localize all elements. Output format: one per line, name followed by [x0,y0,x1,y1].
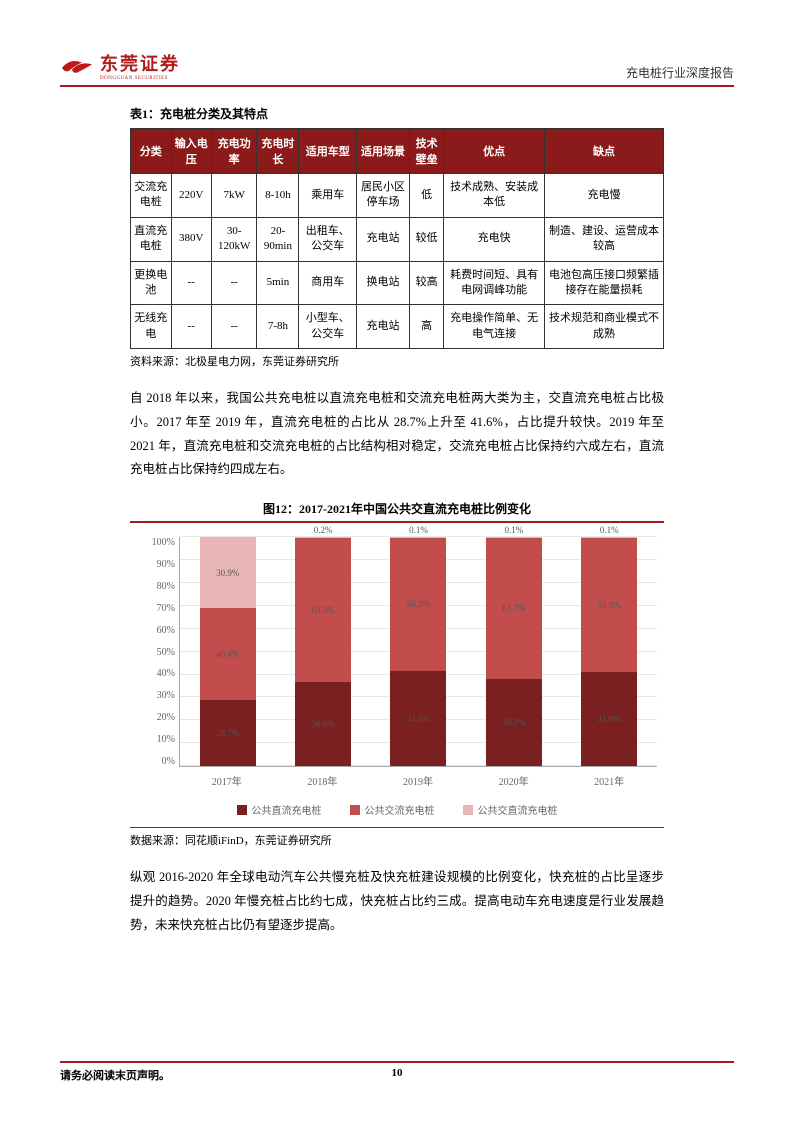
legend-item: 公共交流充电桩 [350,802,435,817]
table-cell: -- [211,261,257,305]
table-header-cell: 技术壁垒 [409,129,443,174]
chart-source: 数据来源：同花顺iFinD，东莞证券研究所 [130,827,664,848]
table-header-cell: 分类 [131,129,172,174]
bar-column: 36.6%63.3%0.2% [295,537,351,766]
table-cell: 5min [257,261,299,305]
stacked-bar-chart: 100%90%80%70%60%50%40%30%20%10%0% 28.7%4… [137,537,657,817]
table-header-cell: 充电时长 [257,129,299,174]
bar-segment: 63.3% [295,538,351,683]
table-cell: -- [211,305,257,349]
chart-plot-area: 28.7%40.4%30.9% 36.6%63.3%0.2% 41.6%58.3%0… [179,537,657,767]
table-cell: 8-10h [257,174,299,218]
bar-column: 41.6%58.3%0.1% [390,537,446,766]
table-cell: 充电操作简单、无电气连接 [444,305,545,349]
table-cell: 乘用车 [299,174,357,218]
bar-segment: 38.3% [486,679,542,767]
table-cell: 20-90min [257,217,299,261]
table-cell: 换电站 [357,261,410,305]
table-cell: 直流充电桩 [131,217,172,261]
table-cell: 7-8h [257,305,299,349]
table-header-cell: 充电功率 [211,129,257,174]
table-cell: 更换电池 [131,261,172,305]
logo-swoosh-icon [60,56,94,76]
table-source: 资料来源：北极星电力网，东莞证券研究所 [130,353,664,369]
bar-segment: 36.6% [295,682,351,766]
bar-column: 41.0%59.0%0.1% [581,537,637,766]
chart-title: 图12：2017-2021年中国公共交直流充电桩比例变化 [130,500,664,517]
bar-segment: 61.7% [486,537,542,678]
table-header-cell: 优点 [444,129,545,174]
table-cell: 技术规范和商业模式不成熟 [544,305,663,349]
table-header-cell: 缺点 [544,129,663,174]
chart-x-axis: 2017年2018年2019年2020年2021年 [179,773,657,788]
paragraph-2: 纵观 2016-2020 年全球电动汽车公共慢充桩及快充桩建设规模的比例变化，快… [130,866,664,937]
bar-column: 38.3%61.7%0.1% [486,537,542,766]
table-title: 表1：充电桩分类及其特点 [130,105,664,122]
table-cell: 充电站 [357,217,410,261]
classification-table: 分类输入电压充电功率充电时长适用车型适用场景技术壁垒优点缺点 交流充电桩220V… [130,128,664,349]
table-cell: 电池包高压接口频繁插接存在能量损耗 [544,261,663,305]
bar-segment: 58.3% [390,537,446,671]
logo-subtext: DONGGUAN SECURITIES [100,76,180,81]
table-row: 直流充电桩380V30-120kW20-90min出租车、公交车充电站较低充电快… [131,217,664,261]
company-logo: 东莞证券 DONGGUAN SECURITIES [60,50,180,81]
table-cell: 低 [409,174,443,218]
bar-segment: 40.4% [200,608,256,701]
table-cell: 居民小区停车场 [357,174,410,218]
table-cell: 30-120kW [211,217,257,261]
paragraph-1: 自 2018 年以来，我国公共充电桩以直流充电桩和交流充电桩两大类为主，交直流充… [130,387,664,482]
table-cell: 380V [171,217,211,261]
table-header-cell: 适用场景 [357,129,410,174]
table-row: 交流充电桩220V7kW8-10h乘用车居民小区停车场低技术成熟、安装成本低充电… [131,174,664,218]
table-cell: 出租车、公交车 [299,217,357,261]
footer-disclaimer: 请务必阅读末页声明。 [60,1067,170,1083]
table-cell: 制造、建设、运营成本较高 [544,217,663,261]
table-cell: 耗费时间短、具有电网调峰功能 [444,261,545,305]
table-cell: 技术成熟、安装成本低 [444,174,545,218]
bar-column: 28.7%40.4%30.9% [200,537,256,766]
table-cell: 较低 [409,217,443,261]
table-cell: 商用车 [299,261,357,305]
table-cell: 充电站 [357,305,410,349]
table-cell: -- [171,305,211,349]
table-cell: 小型车、公交车 [299,305,357,349]
legend-item: 公共直流充电桩 [237,802,322,817]
chart-y-axis: 100%90%80%70%60%50%40%30%20%10%0% [137,537,179,767]
table-header-cell: 适用车型 [299,129,357,174]
table-cell: 较高 [409,261,443,305]
table-cell: 无线充电 [131,305,172,349]
legend-item: 公共交直流充电桩 [463,802,558,817]
bar-segment: 59.0% [581,537,637,672]
table-row: 更换电池----5min商用车换电站较高耗费时间短、具有电网调峰功能电池包高压接… [131,261,664,305]
page-number: 10 [392,1067,403,1079]
table-cell: -- [171,261,211,305]
logo-text: 东莞证券 [100,50,180,76]
table-cell: 充电慢 [544,174,663,218]
chart-legend: 公共直流充电桩 公共交流充电桩 公共交直流充电桩 [137,802,657,817]
table-cell: 220V [171,174,211,218]
table-cell: 交流充电桩 [131,174,172,218]
report-title: 充电桩行业深度报告 [626,64,734,81]
bar-segment: 41.6% [390,671,446,766]
page-header: 东莞证券 DONGGUAN SECURITIES 充电桩行业深度报告 [60,50,734,87]
bar-segment: 30.9% [200,537,256,608]
table-row: 无线充电----7-8h小型车、公交车充电站高充电操作简单、无电气连接技术规范和… [131,305,664,349]
page-footer: 请务必阅读末页声明。 10 [60,1061,734,1083]
table-cell: 高 [409,305,443,349]
table-cell: 充电快 [444,217,545,261]
table-header-cell: 输入电压 [171,129,211,174]
table-cell: 7kW [211,174,257,218]
bar-segment: 41.0% [581,672,637,766]
bar-segment: 28.7% [200,700,256,766]
